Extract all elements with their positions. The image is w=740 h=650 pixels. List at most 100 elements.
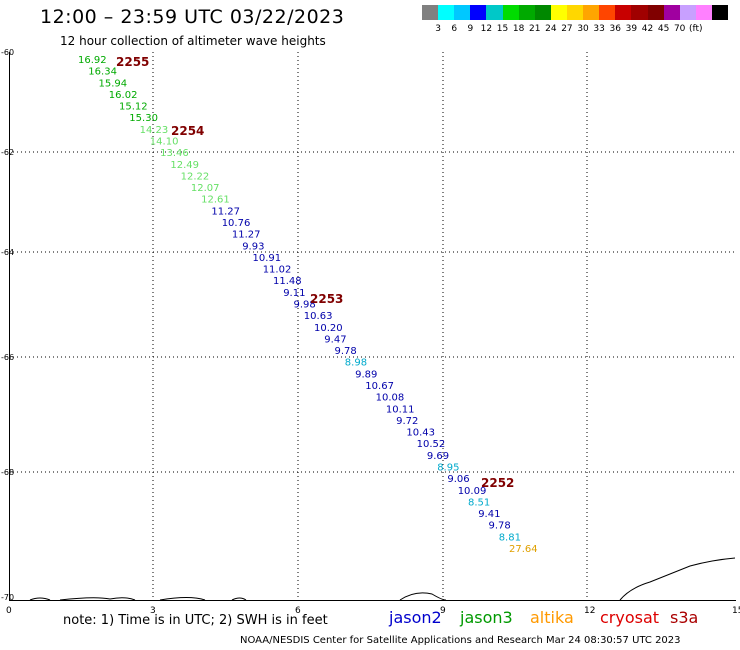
wave-height-reading: 9.47: [324, 334, 346, 345]
satellite-legend-item: s3a: [670, 608, 699, 627]
wave-height-reading: 9.78: [489, 521, 511, 532]
longitude-label: 0: [6, 606, 12, 616]
colorbar-tick-label: 36: [609, 24, 621, 34]
satellite-legend-item: altika: [530, 608, 574, 627]
wave-height-reading: 8.81: [499, 532, 521, 543]
footer-note: note: 1) Time is in UTC; 2) SWH is in fe…: [63, 613, 328, 628]
wave-height-reading: 15.12: [119, 102, 148, 113]
colorbar-tick-label: 6: [451, 24, 458, 34]
wave-height-reading: 8.51: [468, 497, 490, 508]
wave-height-reading: 14.23: [140, 125, 169, 136]
colorbar-tick-label: 33: [593, 24, 605, 34]
colorbar-swatch: [631, 5, 648, 20]
wave-height-reading: 9.06: [447, 474, 469, 485]
wave-height-reading: 10.43: [406, 428, 435, 439]
wave-height-reading: 10.63: [304, 311, 333, 322]
colorbar-tick-label: 18: [512, 24, 525, 34]
wave-height-reading: 11.02: [263, 265, 292, 276]
pass-time-label: 2255: [116, 55, 149, 69]
satellite-legend-item: jason2: [389, 608, 442, 627]
colorbar-tick-label: 39: [625, 24, 638, 34]
axis-labels: -60 -62 -64 -66 -68 -70 0 3 6 9 12 15: [1, 48, 740, 616]
colorbar-swatch: [583, 5, 600, 20]
colorbar-swatch: [663, 5, 680, 20]
pass-time-label: 2254: [171, 124, 204, 138]
colorbar-swatch: [695, 5, 712, 20]
colorbar-swatch: [486, 5, 503, 20]
colorbar-tick-label: 27: [561, 24, 573, 34]
gridlines: [9, 52, 735, 600]
wave-height-reading: 9.69: [427, 451, 449, 462]
wave-height-reading: 16.02: [109, 90, 138, 101]
pass-time-label: 2253: [310, 292, 343, 306]
colorbar-tick-label: 42: [641, 24, 654, 34]
colorbar-swatch: [599, 5, 616, 20]
colorbar-tick-label: 21: [529, 24, 541, 34]
colorbar-swatch: [518, 5, 535, 20]
colorbar-swatch: [615, 5, 632, 20]
latitude-label: -62: [1, 148, 14, 157]
colorbar-tick-label: 70: [673, 24, 686, 34]
longitude-label: 3: [150, 606, 156, 616]
colorbar-tick-label: 45: [657, 24, 670, 34]
wave-height-readings: 16.9216.3415.9416.0215.1215.3014.2314.10…: [78, 55, 538, 555]
colorbar-swatch: [647, 5, 664, 20]
colorbar-tick-label: 12: [480, 24, 493, 34]
wave-height-reading: 12.49: [170, 160, 199, 171]
wave-height-reading: 8.98: [345, 358, 367, 369]
wave-height-reading: 10.20: [314, 323, 343, 334]
colorbar-swatch: [454, 5, 471, 20]
latitude-label: -70: [1, 593, 14, 602]
chart-subtitle: 12 hour collection of altimeter wave hei…: [60, 34, 326, 48]
colorbar-swatch: [679, 5, 696, 20]
pass-time-label: 2252: [481, 476, 514, 490]
colorbar-tick-label: (ft): [689, 24, 703, 34]
wave-height-reading: 11.27: [211, 206, 240, 217]
wave-height-reading: 8.95: [437, 463, 459, 474]
wave-height-reading: 14.10: [150, 137, 179, 148]
wave-height-reading: 9.41: [478, 509, 500, 520]
coastline: [29, 557, 736, 601]
longitude-label: 15: [732, 606, 740, 616]
wave-height-reading: 12.22: [181, 171, 210, 182]
wave-height-reading: 10.91: [253, 253, 282, 264]
wave-height-reading: 16.34: [88, 67, 117, 78]
latitude-label: -60: [1, 48, 14, 57]
wave-height-reading: 10.08: [376, 393, 405, 404]
wave-height-reading: 10.09: [458, 486, 487, 497]
colorbar-tick-label: 15: [496, 24, 509, 34]
longitude-label: 12: [584, 606, 595, 616]
wave-height-reading: 11.48: [273, 276, 302, 287]
colorbar-swatch: [438, 5, 455, 20]
colorbar-tick-label: 24: [545, 24, 557, 34]
wave-height-reading: 9.78: [335, 346, 357, 357]
colorbar-tick-label: 30: [577, 24, 589, 34]
wave-height-reading: 13.46: [160, 148, 189, 159]
wave-height-reading: 10.67: [365, 381, 394, 392]
wave-height-reading: 15.94: [99, 78, 128, 89]
colorbar-tick-label: 9: [467, 24, 474, 34]
wave-height-reading: 9.98: [294, 300, 316, 311]
satellite-legend-item: cryosat: [600, 608, 660, 627]
colorbar-tick-label: 3: [435, 24, 441, 34]
colorbar-swatch: [566, 5, 584, 20]
chart-title: 12:00 – 23:59 UTC 03/22/2023: [40, 6, 345, 28]
latitude-label: -64: [1, 248, 14, 257]
wave-height-reading: 9.72: [396, 416, 418, 427]
longitude-label: 9: [440, 606, 446, 616]
latitude-label: -66: [1, 353, 14, 362]
wave-height-reading: 16.92: [78, 55, 107, 66]
colorbar-swatch: [711, 5, 729, 20]
wave-height-reading: 9.89: [355, 369, 377, 380]
colorbar-swatch: [502, 5, 519, 20]
wave-height-reading: 9.93: [242, 241, 264, 252]
longitude-label: 6: [295, 606, 301, 616]
wave-height-reading: 9.11: [283, 288, 305, 299]
wave-height-reading: 11.27: [232, 230, 261, 241]
colorbar-swatch: [550, 5, 567, 20]
satellite-legend-item: jason3: [460, 608, 513, 627]
wave-height-reading: 27.64: [509, 544, 538, 555]
footer-credit: NOAA/NESDIS Center for Satellite Applica…: [240, 635, 681, 646]
map-frame: [9, 52, 736, 601]
